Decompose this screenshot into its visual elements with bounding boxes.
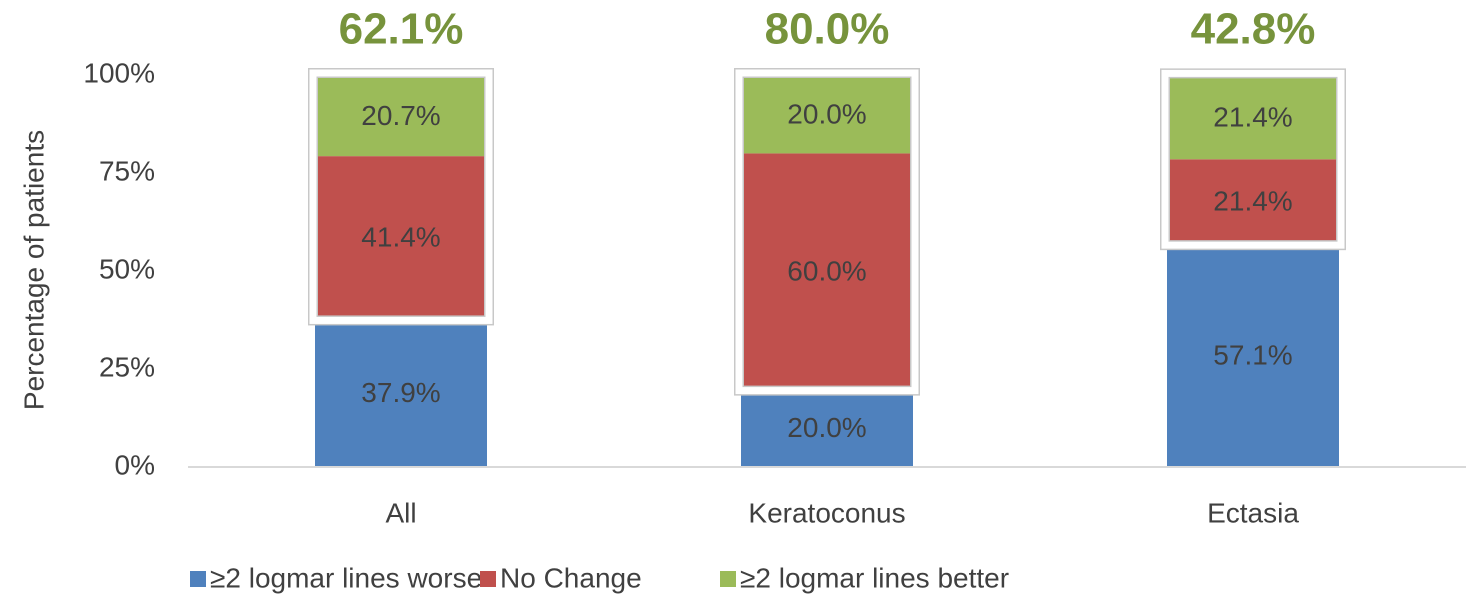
value-label: 21.4% <box>1213 102 1292 133</box>
legend-label: No Change <box>500 562 642 593</box>
highlight-box <box>309 69 493 324</box>
legend-swatch <box>720 571 736 587</box>
value-label: 21.4% <box>1213 186 1292 217</box>
legend-label: ≥2 logmar lines worse <box>210 562 482 593</box>
y-tick-label: 50% <box>99 253 155 284</box>
y-tick-label: 25% <box>99 351 155 382</box>
x-tick-label: All <box>385 497 416 528</box>
value-label: 20.0% <box>787 412 866 443</box>
legend-swatch <box>480 571 496 587</box>
highlight-box <box>1161 69 1345 249</box>
value-label: 20.7% <box>361 100 440 131</box>
y-tick-label: 0% <box>115 449 155 480</box>
x-tick-label: Keratoconus <box>748 497 905 528</box>
value-label: 57.1% <box>1213 339 1292 370</box>
bar-segment <box>1167 243 1339 467</box>
y-axis-title: Percentage of patients <box>18 130 49 410</box>
legend-swatch <box>190 571 206 587</box>
bar-segment <box>741 388 913 467</box>
x-tick-label: Ectasia <box>1207 497 1299 528</box>
y-tick-label: 100% <box>83 57 155 88</box>
annotation: 42.8% <box>1191 5 1316 54</box>
bar-segment <box>741 153 913 389</box>
value-label: 41.4% <box>361 222 440 253</box>
value-label: 20.0% <box>787 99 866 130</box>
bar-segment <box>315 156 487 319</box>
annotation: 62.1% <box>339 5 464 54</box>
bar-segment <box>315 75 487 157</box>
annotation: 80.0% <box>765 5 890 54</box>
bar-segment <box>1167 75 1339 160</box>
bar-segment <box>1167 159 1339 244</box>
bar-segment <box>741 75 913 154</box>
legend-label: ≥2 logmar lines better <box>740 562 1009 593</box>
value-label: 60.0% <box>787 255 866 286</box>
value-label: 37.9% <box>361 377 440 408</box>
bar-segment <box>315 318 487 467</box>
highlight-box <box>735 69 919 395</box>
y-tick-label: 75% <box>99 155 155 186</box>
